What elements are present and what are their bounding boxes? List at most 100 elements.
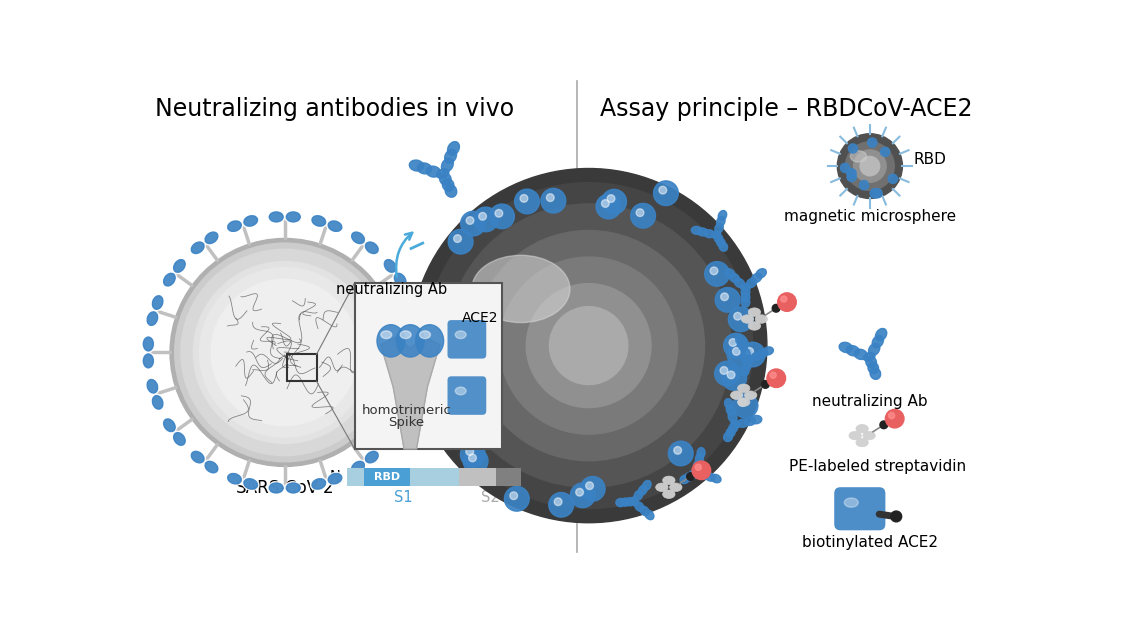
Ellipse shape <box>163 418 176 433</box>
Ellipse shape <box>616 498 625 507</box>
Ellipse shape <box>854 349 867 359</box>
Circle shape <box>433 371 458 396</box>
Circle shape <box>446 204 732 487</box>
Text: C: C <box>527 470 537 485</box>
Circle shape <box>761 381 769 388</box>
Ellipse shape <box>405 294 418 311</box>
Circle shape <box>546 194 554 201</box>
Ellipse shape <box>327 219 344 233</box>
Ellipse shape <box>697 448 705 458</box>
Ellipse shape <box>205 232 218 243</box>
Circle shape <box>867 138 877 147</box>
Ellipse shape <box>839 342 853 352</box>
Ellipse shape <box>875 329 887 341</box>
Ellipse shape <box>437 169 449 178</box>
Circle shape <box>659 186 666 194</box>
Ellipse shape <box>364 241 380 255</box>
FancyBboxPatch shape <box>448 320 486 359</box>
Circle shape <box>674 446 682 454</box>
Ellipse shape <box>737 398 750 406</box>
Circle shape <box>478 213 486 220</box>
Ellipse shape <box>693 468 700 477</box>
Circle shape <box>576 488 584 496</box>
Ellipse shape <box>670 483 682 492</box>
Ellipse shape <box>714 234 723 243</box>
Circle shape <box>654 181 679 206</box>
Ellipse shape <box>726 428 735 437</box>
Ellipse shape <box>147 379 157 393</box>
Ellipse shape <box>412 312 422 325</box>
Ellipse shape <box>741 315 753 324</box>
Circle shape <box>889 413 895 419</box>
Text: RBD: RBD <box>913 152 947 167</box>
Circle shape <box>541 188 566 213</box>
Circle shape <box>720 293 728 300</box>
Ellipse shape <box>268 482 285 494</box>
Ellipse shape <box>444 149 457 163</box>
Ellipse shape <box>734 278 744 288</box>
Circle shape <box>710 267 718 275</box>
Ellipse shape <box>406 396 417 409</box>
Circle shape <box>466 448 474 455</box>
FancyBboxPatch shape <box>448 376 486 415</box>
Circle shape <box>412 360 420 368</box>
Circle shape <box>468 454 476 461</box>
Ellipse shape <box>268 211 285 223</box>
Text: SARS-CoV-2: SARS-CoV-2 <box>235 480 334 497</box>
Circle shape <box>880 421 888 429</box>
Ellipse shape <box>409 160 424 171</box>
Circle shape <box>602 189 627 214</box>
Circle shape <box>770 372 776 378</box>
Circle shape <box>780 296 787 302</box>
Ellipse shape <box>751 273 762 283</box>
Circle shape <box>847 169 856 178</box>
Ellipse shape <box>392 272 407 287</box>
Ellipse shape <box>244 216 258 226</box>
Circle shape <box>705 261 729 287</box>
Circle shape <box>193 261 377 443</box>
Circle shape <box>728 307 753 332</box>
Circle shape <box>411 169 767 523</box>
Ellipse shape <box>227 221 241 231</box>
Ellipse shape <box>146 378 158 394</box>
Ellipse shape <box>849 431 862 440</box>
Ellipse shape <box>744 358 752 367</box>
Circle shape <box>860 156 880 176</box>
Ellipse shape <box>656 483 668 492</box>
Ellipse shape <box>728 412 737 423</box>
Ellipse shape <box>711 231 720 238</box>
Ellipse shape <box>352 232 364 243</box>
Circle shape <box>720 367 728 374</box>
Circle shape <box>891 511 901 522</box>
Ellipse shape <box>191 451 204 463</box>
Ellipse shape <box>729 273 740 283</box>
Ellipse shape <box>406 296 417 309</box>
Circle shape <box>734 312 742 320</box>
Ellipse shape <box>744 391 757 399</box>
Ellipse shape <box>163 272 176 287</box>
Ellipse shape <box>724 432 733 441</box>
Circle shape <box>715 288 740 312</box>
Ellipse shape <box>411 310 424 327</box>
Ellipse shape <box>365 242 378 253</box>
Ellipse shape <box>737 419 749 427</box>
Ellipse shape <box>174 433 185 445</box>
Circle shape <box>870 189 880 198</box>
Ellipse shape <box>285 482 302 494</box>
Ellipse shape <box>383 258 397 273</box>
Ellipse shape <box>680 475 689 483</box>
Ellipse shape <box>715 223 724 233</box>
Bar <box>347 468 459 487</box>
Ellipse shape <box>867 362 879 374</box>
Ellipse shape <box>742 362 751 372</box>
Ellipse shape <box>872 335 883 348</box>
Circle shape <box>729 339 736 346</box>
Circle shape <box>464 449 487 473</box>
Ellipse shape <box>312 216 326 226</box>
Ellipse shape <box>172 258 187 273</box>
Ellipse shape <box>226 472 243 485</box>
FancyBboxPatch shape <box>835 487 886 530</box>
Circle shape <box>526 283 651 408</box>
Circle shape <box>602 199 610 208</box>
Text: neutralizing Ab: neutralizing Ab <box>812 394 927 409</box>
